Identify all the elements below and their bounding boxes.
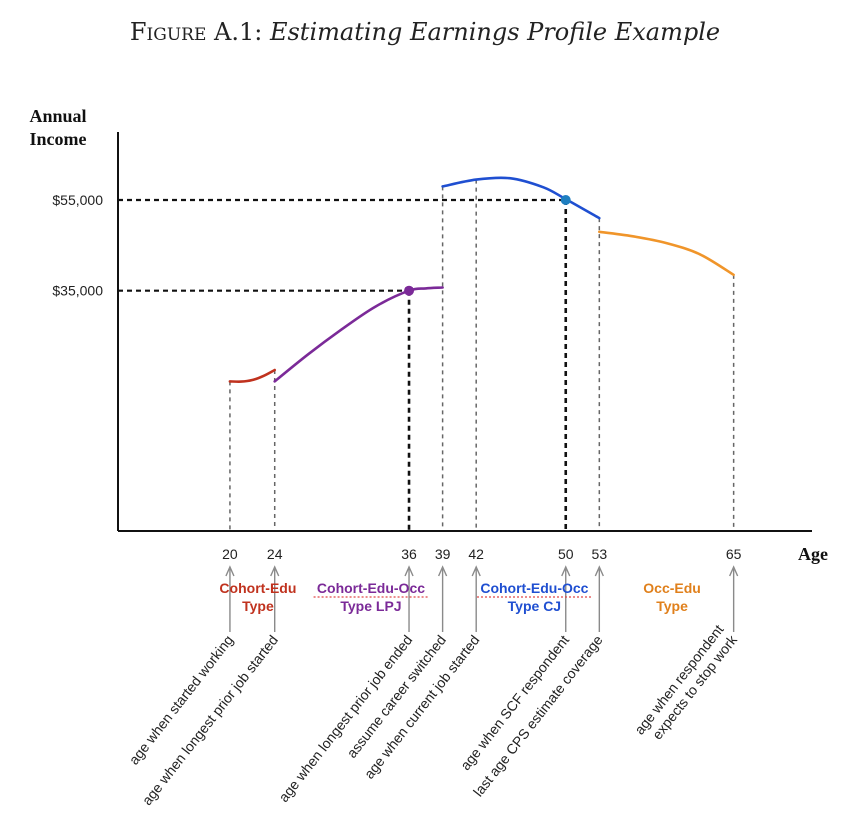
series-line <box>273 286 444 383</box>
data-markers <box>404 195 571 296</box>
segment-label-line2: Type <box>242 598 274 614</box>
figure-label: Figure A.1: <box>129 18 263 46</box>
y-axis-label-line2: Income <box>30 129 87 149</box>
arrow-head-icon <box>471 565 481 577</box>
arrow-head-icon <box>729 565 739 577</box>
age-annotation: last age CPS estimate coverage <box>470 632 606 800</box>
arrow-head-icon <box>594 565 604 577</box>
arrow-head-icon <box>225 565 235 577</box>
y-axis-label-line1: Annual <box>29 106 86 126</box>
segment-labels: Cohort-Edu Type Cohort-Edu-Occ Type LPJ Coho… <box>219 580 700 614</box>
figure-caption: Estimating Earnings Profile Example <box>269 18 721 46</box>
series-line <box>598 230 735 277</box>
x-tick-label: 65 <box>726 546 742 562</box>
x-tick-label: 24 <box>267 546 283 562</box>
segment-label-line2: Type CJ <box>508 598 561 614</box>
segment-label-line1: Cohort-Edu-Occ <box>317 580 425 596</box>
series-line <box>441 176 601 220</box>
x-tick-label: 53 <box>592 546 608 562</box>
segment-label-line2: Type LPJ <box>340 598 401 614</box>
arrow-head-icon <box>437 565 448 577</box>
data-point-marker <box>560 195 571 206</box>
y-tick-label: $35,000 <box>52 283 103 299</box>
x-tick-label: 36 <box>401 546 417 562</box>
arrow-head-icon <box>270 565 280 577</box>
segment-label-line1: Cohort-Edu <box>219 580 296 596</box>
x-axis-label: Age <box>798 544 828 564</box>
figure-title: Figure A.1: Estimating Earnings Profile … <box>0 18 850 46</box>
age-annotation: age when respondent <box>631 621 727 737</box>
segment-label-line2: Type <box>656 598 688 614</box>
series-curves <box>228 176 735 383</box>
age-drop-lines <box>229 179 735 531</box>
x-tick-label: 50 <box>558 546 574 562</box>
age-annotation: age when longest prior job ended <box>275 632 415 805</box>
axis-ticks: $35,000 $55,000 20 24 36 39 42 50 53 65 <box>52 192 742 632</box>
x-tick-label: 39 <box>435 546 451 562</box>
x-tick-label: 20 <box>222 546 238 562</box>
y-tick-label: $55,000 <box>52 192 103 208</box>
data-point-marker <box>404 285 415 296</box>
arrow-head-icon <box>404 565 414 577</box>
reference-lines <box>118 198 568 531</box>
segment-label-line1: Occ-Edu <box>643 580 701 596</box>
x-tick-label: 42 <box>468 546 484 562</box>
segment-label-line1: Cohort-Edu-Occ <box>480 580 588 596</box>
arrow-head-icon <box>561 565 571 577</box>
axes: Annual Income Age <box>29 106 828 564</box>
series-line <box>228 368 276 383</box>
